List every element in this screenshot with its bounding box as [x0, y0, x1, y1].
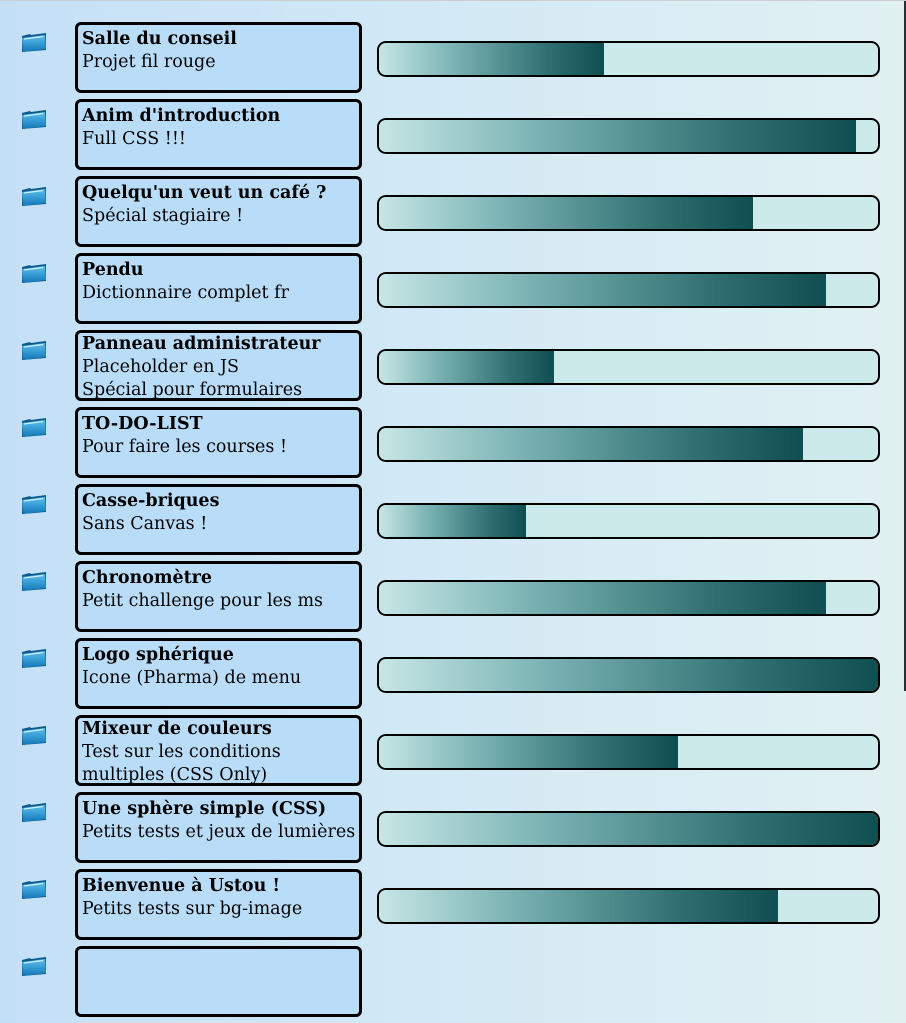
progress-fill — [379, 120, 856, 152]
progress-fill — [379, 428, 804, 460]
project-title: Anim d'introduction — [82, 106, 281, 126]
folder-icon — [22, 418, 46, 437]
project-card[interactable]: Pendu Dictionnaire complet fr — [75, 253, 362, 324]
project-row — [0, 946, 906, 1023]
progress-bar — [377, 349, 880, 385]
project-title: Quelqu'un veut un café ? — [82, 183, 327, 203]
project-card[interactable]: Mixeur de couleurs Test sur les conditio… — [75, 715, 362, 786]
scrollbar-edge — [904, 1, 906, 691]
folder-icon — [22, 649, 46, 668]
project-title: Salle du conseil — [82, 29, 237, 49]
folder-icon — [22, 110, 46, 129]
folder-icon — [22, 33, 46, 52]
project-card[interactable]: Une sphère simple (CSS) Petits tests et … — [75, 792, 362, 863]
project-description: Petits tests et jeux de lumières — [82, 822, 356, 842]
progress-fill — [379, 736, 679, 768]
project-row: Une sphère simple (CSS) Petits tests et … — [0, 792, 906, 869]
folder-icon — [22, 572, 46, 591]
progress-fill — [379, 813, 878, 845]
project-card[interactable]: Chronomètre Petit challenge pour les ms — [75, 561, 362, 632]
progress-bar — [377, 118, 880, 154]
progress-fill — [379, 582, 826, 614]
project-card[interactable]: TO-DO-LIST Pour faire les courses ! — [75, 407, 362, 478]
project-description: multiples (CSS Only) — [82, 765, 268, 785]
project-title: Logo sphérique — [82, 645, 234, 665]
project-row: Chronomètre Petit challenge pour les ms — [0, 561, 906, 638]
folder-icon — [22, 495, 46, 514]
project-title: Pendu — [82, 260, 144, 280]
progress-bar — [377, 503, 880, 539]
project-title: Chronomètre — [82, 568, 213, 588]
project-description: Test sur les conditions — [82, 742, 281, 762]
project-description: Projet fil rouge — [82, 52, 216, 72]
folder-icon — [22, 264, 46, 283]
folder-icon — [22, 726, 46, 745]
progress-bar — [377, 888, 880, 924]
project-card[interactable]: Bienvenue à Ustou ! Petits tests sur bg-… — [75, 869, 362, 940]
progress-fill — [379, 505, 527, 537]
folder-icon — [22, 957, 46, 976]
project-row: Salle du conseil Projet fil rouge — [0, 22, 906, 99]
project-description: Petit challenge pour les ms — [82, 591, 324, 611]
project-description: Icone (Pharma) de menu — [82, 668, 302, 688]
project-row: TO-DO-LIST Pour faire les courses ! — [0, 407, 906, 484]
folder-icon — [22, 341, 46, 360]
project-description: Spécial pour formulaires — [82, 380, 303, 400]
project-row: Pendu Dictionnaire complet fr — [0, 253, 906, 330]
progress-fill — [379, 274, 826, 306]
progress-bar — [377, 426, 880, 462]
progress-bar — [377, 272, 880, 308]
project-row: Quelqu'un veut un café ? Spécial stagiai… — [0, 176, 906, 253]
project-title: Bienvenue à Ustou ! — [82, 876, 281, 896]
progress-bar — [377, 657, 880, 693]
progress-bar — [377, 41, 880, 77]
progress-fill — [379, 351, 554, 383]
progress-fill — [379, 43, 604, 75]
progress-bar — [377, 734, 880, 770]
project-title: TO-DO-LIST — [82, 414, 203, 434]
project-row: Anim d'introduction Full CSS !!! — [0, 99, 906, 176]
project-card[interactable]: Salle du conseil Projet fil rouge — [75, 22, 362, 93]
progress-bar — [377, 195, 880, 231]
project-card[interactable]: Panneau administrateur Placeholder en JS… — [75, 330, 362, 401]
project-title: Panneau administrateur — [82, 334, 321, 354]
folder-icon — [22, 880, 46, 899]
progress-fill — [379, 890, 779, 922]
project-title: Une sphère simple (CSS) — [82, 799, 327, 819]
project-card[interactable]: Anim d'introduction Full CSS !!! — [75, 99, 362, 170]
project-card[interactable]: Logo sphérique Icone (Pharma) de menu — [75, 638, 362, 709]
project-row: Casse-briques Sans Canvas ! — [0, 484, 906, 561]
project-card[interactable]: Casse-briques Sans Canvas ! — [75, 484, 362, 555]
project-description: Pour faire les courses ! — [82, 437, 287, 457]
project-description: Sans Canvas ! — [82, 514, 208, 534]
project-row: Logo sphérique Icone (Pharma) de menu — [0, 638, 906, 715]
project-description: Full CSS !!! — [82, 129, 186, 149]
project-card[interactable]: Quelqu'un veut un café ? Spécial stagiai… — [75, 176, 362, 247]
project-card[interactable] — [75, 946, 362, 1017]
project-row: Bienvenue à Ustou ! Petits tests sur bg-… — [0, 869, 906, 946]
project-description: Dictionnaire complet fr — [82, 283, 289, 303]
project-row: Panneau administrateur Placeholder en JS… — [0, 330, 906, 407]
progress-fill — [379, 659, 878, 691]
project-title: Mixeur de couleurs — [82, 719, 272, 739]
project-description: Placeholder en JS — [82, 357, 240, 377]
project-row: Mixeur de couleurs Test sur les conditio… — [0, 715, 906, 792]
progress-bar — [377, 811, 880, 847]
folder-icon — [22, 187, 46, 206]
project-description: Petits tests sur bg-image — [82, 899, 303, 919]
progress-fill — [379, 197, 754, 229]
project-title: Casse-briques — [82, 491, 220, 511]
progress-bar — [377, 580, 880, 616]
folder-icon — [22, 803, 46, 822]
project-description: Spécial stagiaire ! — [82, 206, 244, 226]
